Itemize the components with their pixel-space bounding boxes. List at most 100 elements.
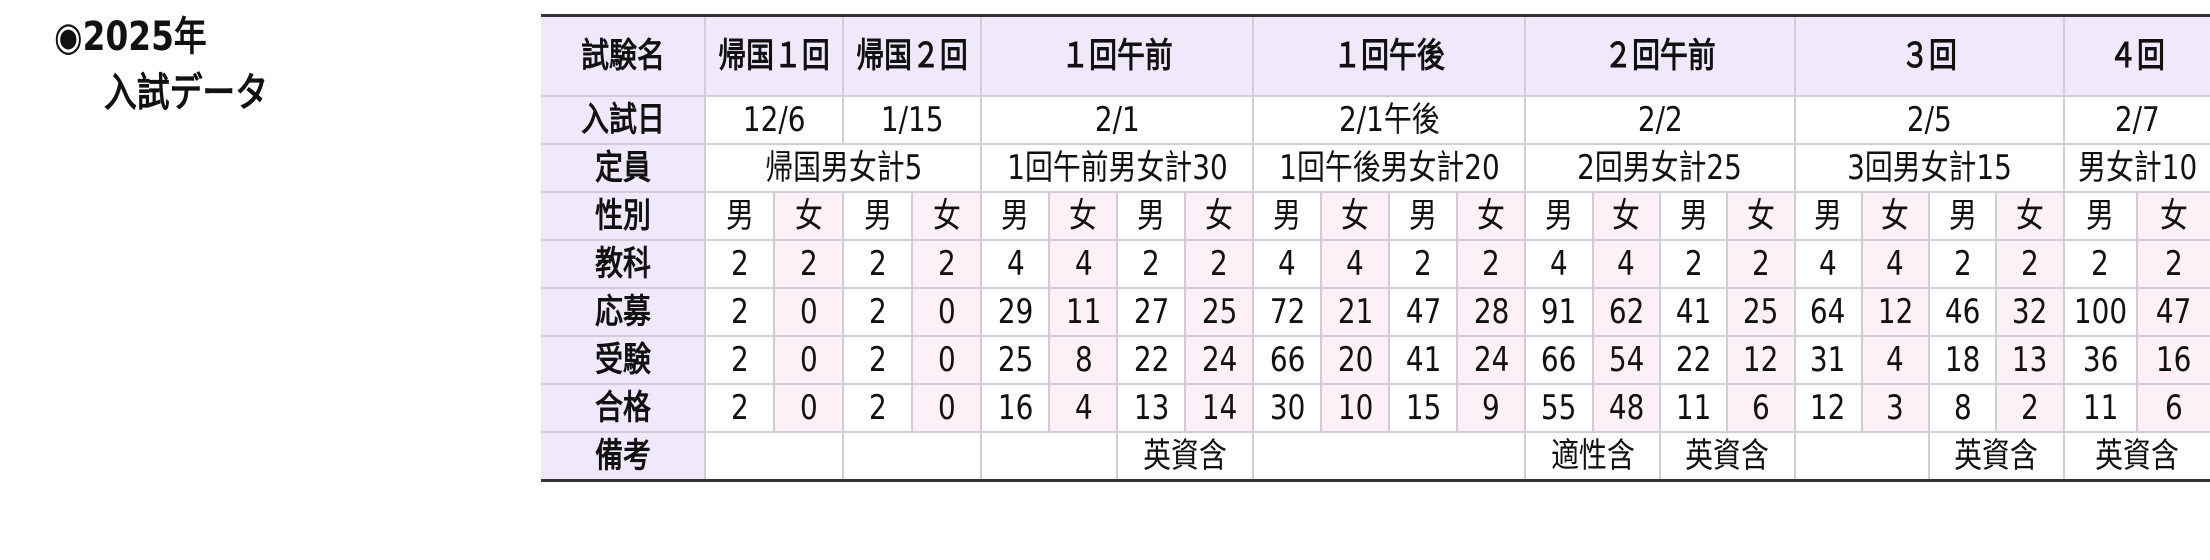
gender-cell: 男 <box>2062 191 2138 241</box>
subjects-cell: 4 <box>1524 239 1594 289</box>
gender-cell: 男 <box>980 191 1051 241</box>
subjects-cell: 2 <box>2135 239 2210 289</box>
subjects-row: 教科 2 2 2 2 4 4 2 2 4 4 2 2 4 4 2 2 4 4 2 2 2 2 <box>541 239 2210 289</box>
examinees-cell: 0 <box>911 335 983 385</box>
row-label: 備考 <box>541 431 707 482</box>
exam-date-cell: 2/5 <box>1793 95 2065 145</box>
examinees-cell: 20 <box>1320 335 1391 385</box>
applicants-cell: 32 <box>1995 287 2065 337</box>
examinees-cell: 54 <box>1591 335 1661 385</box>
examinees-cell: 12 <box>1726 335 1796 385</box>
examinees-cell: 18 <box>1927 335 1998 385</box>
applicants-cell: 100 <box>2062 287 2138 337</box>
applicants-cell: 91 <box>1524 287 1594 337</box>
examinees-cell: 31 <box>1793 335 1863 385</box>
exam-name-cell: 帰国２回 <box>842 14 983 97</box>
examinees-cell: 0 <box>773 335 845 385</box>
examinees-cell: 16 <box>2135 335 2210 385</box>
passed-cell: 11 <box>2062 383 2138 433</box>
gender-cell: 男 <box>1388 191 1459 241</box>
row-label: 応募 <box>541 287 707 337</box>
notes-cell: 英資含 <box>1116 431 1255 482</box>
examinees-cell: 66 <box>1524 335 1594 385</box>
row-label: 合格 <box>541 383 707 433</box>
gender-cell: 女 <box>1048 191 1119 241</box>
passed-cell: 2 <box>704 383 776 433</box>
applicants-cell: 2 <box>842 287 914 337</box>
gender-cell: 男 <box>1658 191 1729 241</box>
passed-cell: 14 <box>1184 383 1255 433</box>
exam-date-cell: 2/1 <box>980 95 1255 145</box>
notes-cell <box>1252 431 1527 482</box>
examinees-cell: 22 <box>1658 335 1729 385</box>
subjects-cell: 2 <box>911 239 983 289</box>
notes-cell <box>842 431 983 482</box>
row-label: 入試日 <box>541 95 707 145</box>
applicants-cell: 46 <box>1927 287 1998 337</box>
applicants-cell: 47 <box>2135 287 2210 337</box>
gender-cell: 女 <box>911 191 983 241</box>
gender-cell: 女 <box>773 191 845 241</box>
row-label: 試験名 <box>541 14 707 97</box>
passed-cell: 6 <box>1726 383 1796 433</box>
examinees-cell: 4 <box>1860 335 1930 385</box>
capacity-cell: 1回午後男女計20 <box>1252 143 1527 193</box>
subjects-cell: 2 <box>704 239 776 289</box>
capacity-cell: 3回男女計15 <box>1793 143 2065 193</box>
passed-cell: 4 <box>1048 383 1119 433</box>
passed-cell: 30 <box>1252 383 1323 433</box>
gender-cell: 男 <box>704 191 776 241</box>
examinees-cell: 25 <box>980 335 1051 385</box>
applicants-cell: 11 <box>1048 287 1119 337</box>
subjects-cell: 4 <box>1320 239 1391 289</box>
gender-cell: 男 <box>1793 191 1863 241</box>
applicants-cell: 0 <box>773 287 845 337</box>
gender-cell: 男 <box>1524 191 1594 241</box>
subjects-cell: 4 <box>980 239 1051 289</box>
notes-cell: 適性含 <box>1524 431 1661 482</box>
passed-cell: 11 <box>1658 383 1729 433</box>
passed-cell: 48 <box>1591 383 1661 433</box>
capacity-cell: 帰国男女計5 <box>704 143 983 193</box>
passed-cell: 8 <box>1927 383 1998 433</box>
subjects-cell: 4 <box>1793 239 1863 289</box>
applicants-cell: 27 <box>1116 287 1187 337</box>
subjects-cell: 2 <box>842 239 914 289</box>
passed-cell: 3 <box>1860 383 1930 433</box>
passed-cell: 12 <box>1793 383 1863 433</box>
notes-cell <box>704 431 845 482</box>
exam-name-row: 試験名 帰国１回 帰国２回 １回午前 １回午後 ２回午前 ３回 ４回 <box>541 14 2210 97</box>
row-label: 受験 <box>541 335 707 385</box>
gender-row: 性別男女男女男女男女男女男女男女男女男女男女男女 <box>541 191 2210 241</box>
subjects-cell: 2 <box>1116 239 1187 289</box>
applicants-cell: 12 <box>1860 287 1930 337</box>
passed-cell: 10 <box>1320 383 1391 433</box>
passed-cell: 0 <box>911 383 983 433</box>
subjects-cell: 2 <box>1927 239 1998 289</box>
applicants-cell: 72 <box>1252 287 1323 337</box>
notes-cell <box>1793 431 1930 482</box>
row-label: 定員 <box>541 143 707 193</box>
applicants-cell: 2 <box>704 287 776 337</box>
gender-cell: 男 <box>1252 191 1323 241</box>
applicants-cell: 25 <box>1726 287 1796 337</box>
gender-cell: 女 <box>1184 191 1255 241</box>
passed-cell: 2 <box>1995 383 2065 433</box>
row-label: 性別 <box>541 191 707 241</box>
exam-name-cell: １回午前 <box>980 14 1255 97</box>
exam-date-cell: 2/7 <box>2062 95 2210 145</box>
examinees-cell: 8 <box>1048 335 1119 385</box>
exam-name-cell: １回午後 <box>1252 14 1527 97</box>
passed-cell: 0 <box>773 383 845 433</box>
applicants-row: 応募 2 0 2 0 29 11 27 25 72 21 47 28 91 62 41 25 64 12 46 32 10… <box>541 287 2210 337</box>
subjects-cell: 4 <box>1252 239 1323 289</box>
passed-cell: 9 <box>1456 383 1527 433</box>
capacity-cell: 2回男女計25 <box>1524 143 1796 193</box>
applicants-cell: 62 <box>1591 287 1661 337</box>
exam-name-cell: 帰国１回 <box>704 14 845 97</box>
notes-cell: 英資含 <box>2062 431 2210 482</box>
capacity-cell: 1回午前男女計30 <box>980 143 1255 193</box>
examinees-cell: 22 <box>1116 335 1187 385</box>
gender-cell: 男 <box>1116 191 1187 241</box>
subjects-cell: 4 <box>1591 239 1661 289</box>
